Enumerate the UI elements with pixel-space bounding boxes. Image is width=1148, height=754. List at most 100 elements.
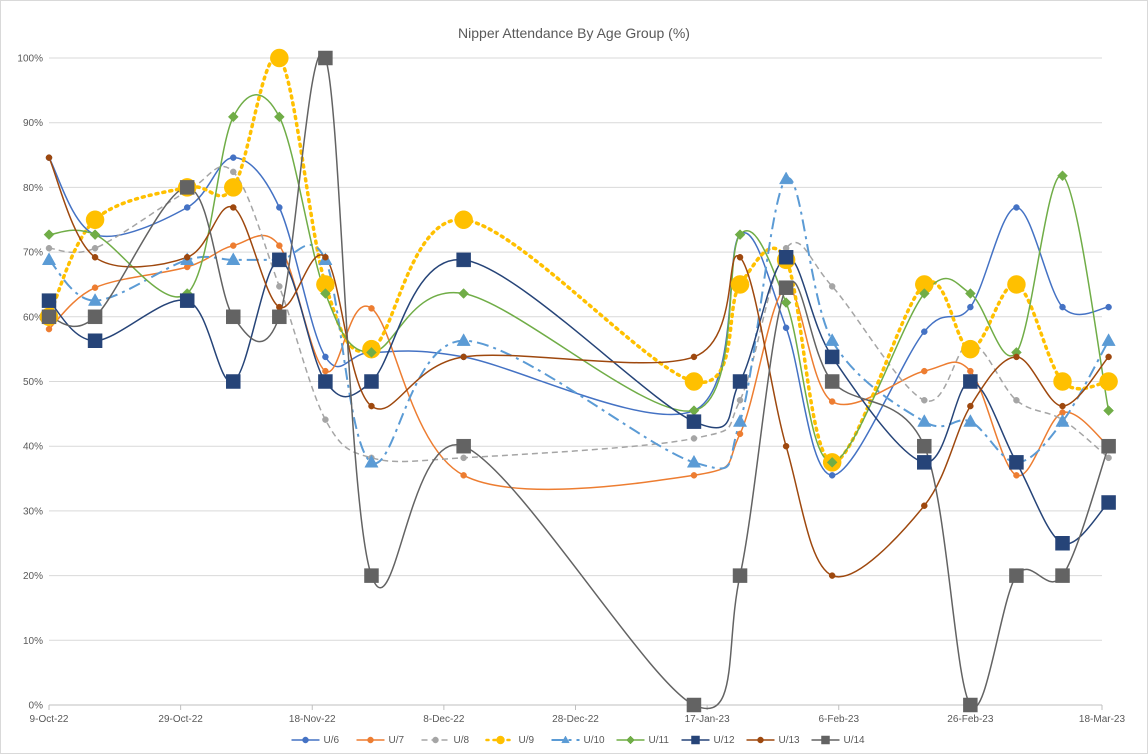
legend-label: U/6 — [324, 735, 340, 746]
data-point-u13 — [828, 572, 836, 579]
legend-item-u11: U/11 — [616, 735, 670, 746]
data-point-u7 — [736, 430, 744, 438]
y-tick-label: 50% — [23, 377, 43, 388]
data-point-u7 — [921, 367, 928, 375]
data-point-u11 — [826, 457, 838, 468]
data-point-u12 — [732, 374, 748, 389]
data-point-u7 — [230, 242, 237, 249]
data-point-u7 — [368, 305, 375, 312]
legend-item-u8: U/8 — [421, 735, 470, 746]
data-point-u12 — [917, 455, 932, 470]
data-point-u13 — [921, 502, 928, 509]
legend-label: U/9 — [519, 735, 535, 746]
legend-swatch-marker — [561, 735, 570, 744]
data-point-u9 — [224, 178, 243, 197]
data-point-u12 — [226, 374, 241, 389]
data-point-u12 — [456, 252, 471, 268]
y-tick-label: 10% — [23, 636, 43, 647]
series-points-u13 — [45, 154, 1112, 579]
data-point-u10 — [1101, 333, 1116, 346]
data-point-u12 — [686, 414, 702, 429]
y-tick-label: 80% — [23, 183, 43, 194]
data-point-u14 — [963, 697, 978, 713]
data-point-u13 — [1013, 353, 1020, 361]
gridlines — [49, 57, 1102, 706]
data-point-u13 — [368, 402, 375, 410]
legend-label: U/7 — [389, 735, 405, 746]
data-point-u8 — [460, 454, 467, 462]
data-point-u13 — [45, 154, 53, 161]
data-point-u8 — [322, 416, 329, 423]
legend-label: U/11 — [649, 735, 670, 746]
data-point-u9 — [85, 210, 105, 229]
legend-swatch-marker — [626, 735, 635, 745]
data-point-u12 — [1055, 536, 1070, 551]
data-point-u14 — [364, 568, 379, 583]
x-tick-label: 9-Oct-22 — [30, 714, 69, 725]
y-tick-label: 40% — [23, 442, 43, 453]
data-point-u14 — [1055, 568, 1070, 583]
data-point-u10 — [87, 293, 103, 306]
data-point-u10 — [917, 414, 932, 427]
data-point-u13 — [690, 353, 698, 361]
data-point-u11 — [1103, 405, 1114, 416]
data-point-u12 — [41, 293, 57, 308]
series-line-u12 — [48, 256, 1110, 545]
data-point-u7 — [91, 284, 99, 291]
y-tick-label: 0% — [29, 701, 44, 712]
x-tick-label: 29-Oct-22 — [158, 714, 203, 725]
x-tick-label: 26-Feb-23 — [947, 714, 994, 725]
legend-item-u12: U/12 — [681, 735, 735, 746]
data-point-u12 — [272, 252, 287, 268]
data-point-u6 — [322, 353, 329, 361]
data-point-u11 — [227, 111, 239, 123]
data-point-u6 — [183, 204, 191, 211]
series-lines — [47, 52, 1111, 710]
y-axis-ticks: 0% 10% 20% 30% 40% 50% 60% 70% 80% 90% 100% — [17, 54, 43, 712]
legend-label: U/14 — [844, 735, 866, 746]
data-point-u12 — [778, 250, 794, 265]
data-point-u13 — [1105, 353, 1112, 361]
data-point-u7 — [276, 242, 283, 249]
data-point-u10 — [226, 252, 241, 266]
data-point-u14 — [318, 50, 333, 66]
x-tick-label: 18-Mar-23 — [1079, 714, 1126, 725]
legend-swatch-marker — [821, 735, 830, 745]
data-point-u14 — [686, 697, 702, 713]
data-point-u11 — [734, 229, 746, 240]
data-point-u11 — [688, 405, 700, 416]
y-tick-label: 90% — [23, 118, 43, 129]
x-tick-label: 28-Dec-22 — [552, 714, 599, 725]
legend-item-u7: U/7 — [356, 735, 405, 746]
data-point-u11 — [965, 288, 976, 299]
data-point-u13 — [460, 353, 467, 361]
data-point-u13 — [230, 204, 237, 211]
series-line-u7 — [48, 234, 1110, 491]
data-point-u12 — [179, 293, 195, 308]
data-point-u6 — [1013, 204, 1020, 211]
data-point-u6 — [828, 472, 836, 479]
legend-item-u13: U/13 — [746, 735, 800, 746]
data-point-u8 — [1105, 454, 1112, 462]
data-point-u8 — [828, 283, 836, 290]
data-point-u14 — [1009, 568, 1024, 583]
data-point-u14 — [272, 309, 287, 325]
data-point-u9 — [1007, 275, 1026, 294]
data-point-u8 — [91, 244, 99, 252]
series-markers — [39, 48, 1118, 713]
data-point-u11 — [366, 347, 377, 358]
data-point-u13 — [91, 254, 99, 261]
y-tick-label: 60% — [23, 312, 43, 323]
data-point-u9 — [1053, 372, 1072, 391]
legend-swatch-marker — [496, 735, 505, 745]
data-point-u14 — [456, 438, 471, 454]
y-tick-label: 70% — [23, 248, 43, 259]
series-points-u12 — [41, 250, 1116, 551]
data-point-u7 — [690, 472, 698, 479]
data-point-u14 — [732, 568, 748, 583]
data-point-u6 — [230, 154, 237, 161]
data-point-u13 — [276, 303, 283, 311]
x-axis-ticks: 9-Oct-22 29-Oct-22 18-Nov-22 8-Dec-22 28-Dec… — [30, 705, 1126, 725]
